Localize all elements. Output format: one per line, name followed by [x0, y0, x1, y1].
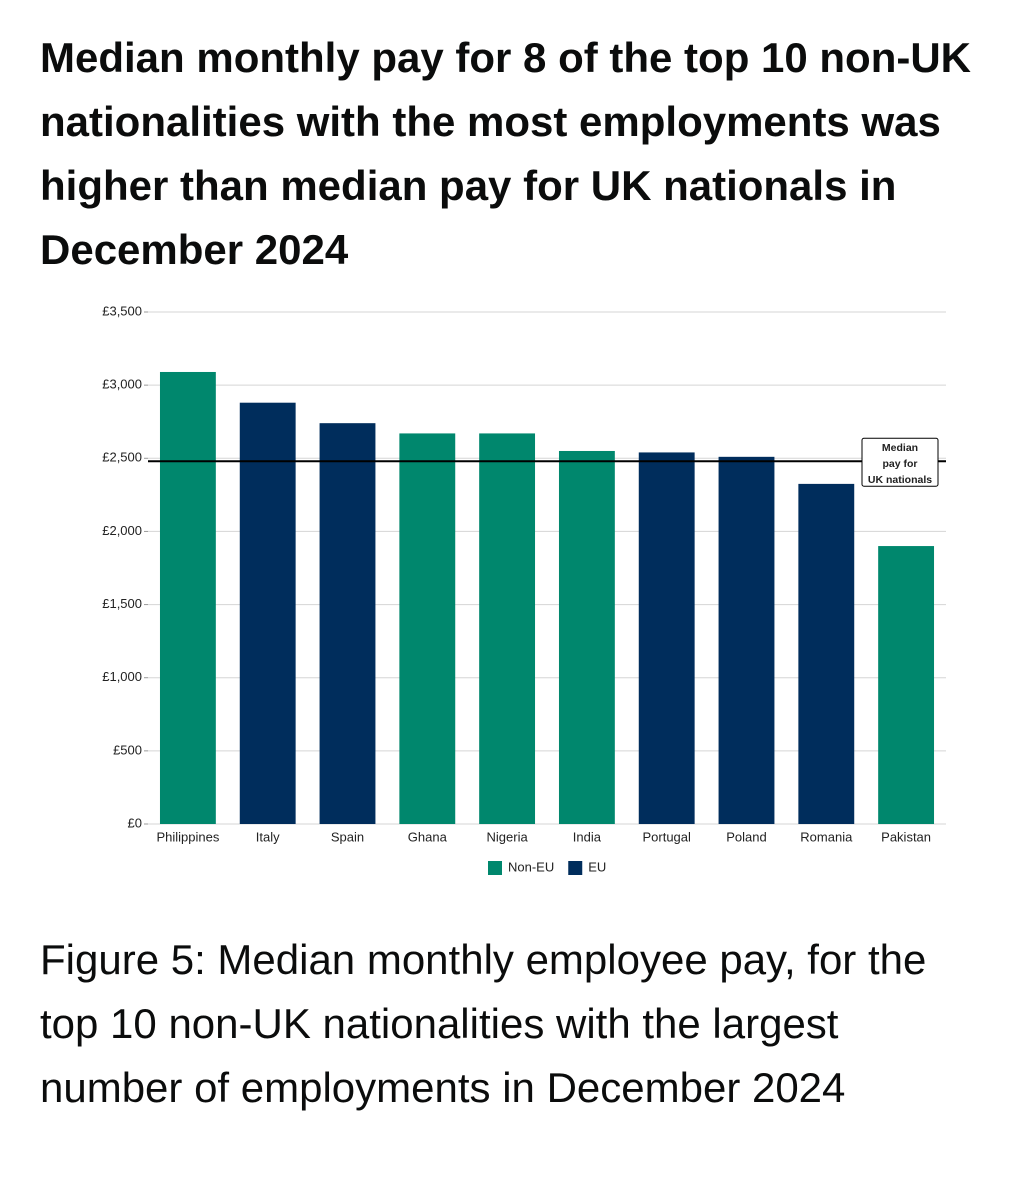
bar: [399, 433, 456, 824]
x-tick-label: Spain: [331, 829, 364, 844]
y-tick-label: £500: [113, 742, 142, 757]
x-tick-label: Portugal: [642, 829, 691, 844]
bar: [479, 433, 536, 824]
annotation-text: pay for: [882, 458, 917, 470]
bar: [878, 546, 935, 824]
bar: [798, 483, 855, 824]
x-tick-label: Philippines: [156, 829, 219, 844]
y-tick-label: £3,500: [102, 303, 142, 318]
y-tick-label: £0: [128, 815, 142, 830]
chart-title: Median monthly pay for 8 of the top 10 n…: [40, 34, 972, 273]
figure-caption: Figure 5: Median monthly employee pay, f…: [40, 936, 927, 1111]
bar: [638, 452, 695, 824]
bar: [558, 450, 615, 824]
x-tick-label: Pakistan: [881, 829, 931, 844]
annotation-text: Median: [882, 442, 918, 454]
x-tick-label: Romania: [800, 829, 853, 844]
x-tick-label: Ghana: [408, 829, 448, 844]
bar: [718, 456, 775, 824]
y-tick-label: £2,000: [102, 523, 142, 538]
legend-swatch: [568, 861, 583, 875]
annotation-text: UK nationals: [868, 474, 932, 486]
y-tick-label: £1,500: [102, 596, 142, 611]
legend-label: Non-EU: [508, 859, 554, 874]
legend-label: EU: [588, 859, 606, 874]
bar: [319, 423, 376, 824]
x-tick-label: India: [573, 829, 602, 844]
annotation-box: [861, 437, 939, 487]
x-tick-label: Italy: [256, 829, 280, 844]
y-tick-label: £1,000: [102, 669, 142, 684]
y-tick-label: £3,000: [102, 377, 142, 392]
chart: £0 £500 £1,000 £1,500 £2,000 £2,500 £3,000 £3,5…: [102, 303, 946, 875]
y-tick-label: £2,500: [102, 450, 142, 465]
bar: [239, 402, 296, 824]
x-tick-label: Poland: [726, 829, 766, 844]
x-tick-label: Nigeria: [487, 829, 529, 844]
legend-swatch: [488, 861, 502, 875]
bar: [159, 371, 216, 824]
